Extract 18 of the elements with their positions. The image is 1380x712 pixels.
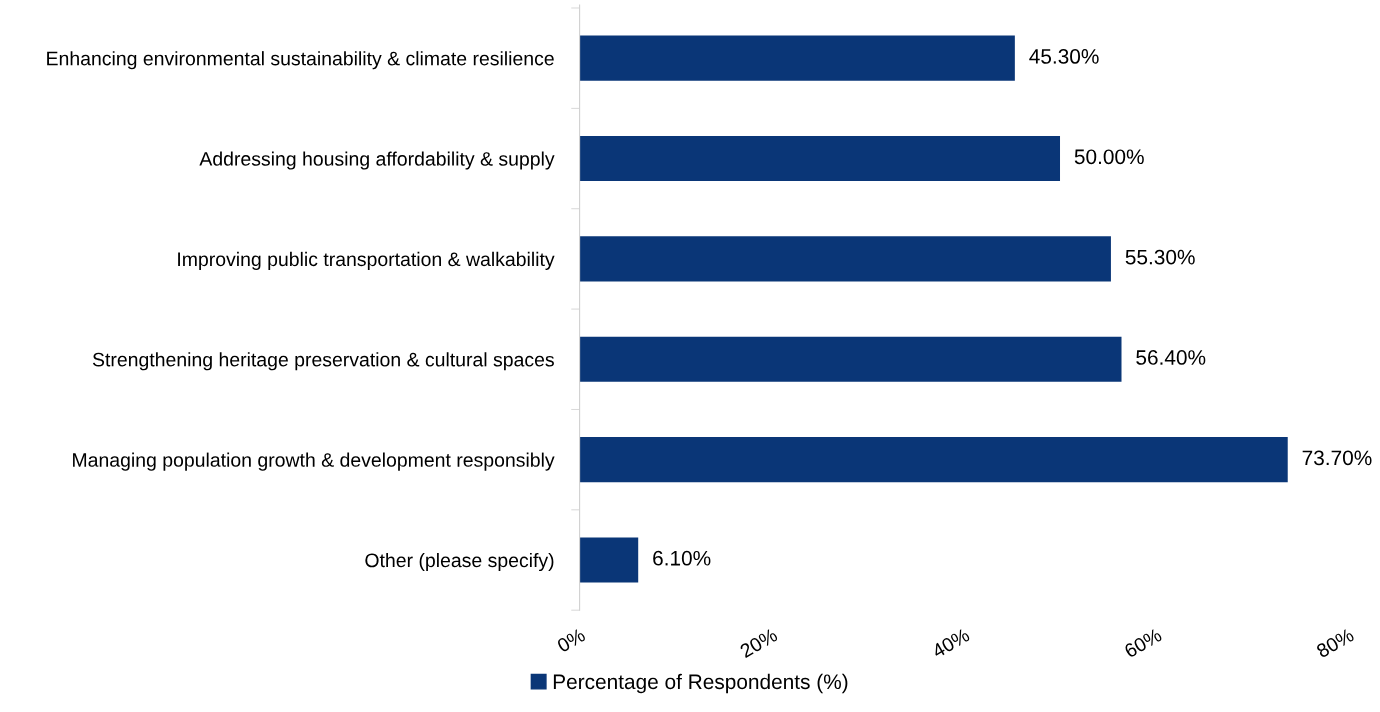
data-label: 56.40%	[1136, 350, 1206, 365]
x-tick-label: 20%	[739, 627, 779, 659]
y-tick-label: Enhancing environmental sustainability & climate resilience	[47, 51, 554, 70]
x-tick-label: 60%	[1123, 627, 1163, 659]
legend-label: Percentage of Respondents (%)	[553, 673, 848, 694]
y-tick-label: Addressing housing affordability & supply	[199, 151, 555, 170]
y-tick-label: Improving public transportation & walkability	[178, 251, 555, 270]
x-tick-label: 0%	[556, 627, 587, 653]
x-tick-label: 40%	[930, 627, 971, 659]
y-tick-label: Managing population growth & development responsibly	[73, 452, 555, 471]
data-label: 55.30%	[1125, 249, 1195, 265]
y-tick-label: Other (please specify)	[365, 552, 554, 572]
y-tick-label: Strengthening heritage preservation & cultural spaces	[92, 352, 554, 371]
data-label: 6.10%	[653, 550, 711, 566]
data-label: 73.70%	[1302, 450, 1372, 466]
data-label: 50.00%	[1074, 149, 1144, 165]
x-tick-label: 80%	[1315, 627, 1355, 659]
data-label: 45.30%	[1029, 49, 1099, 64]
